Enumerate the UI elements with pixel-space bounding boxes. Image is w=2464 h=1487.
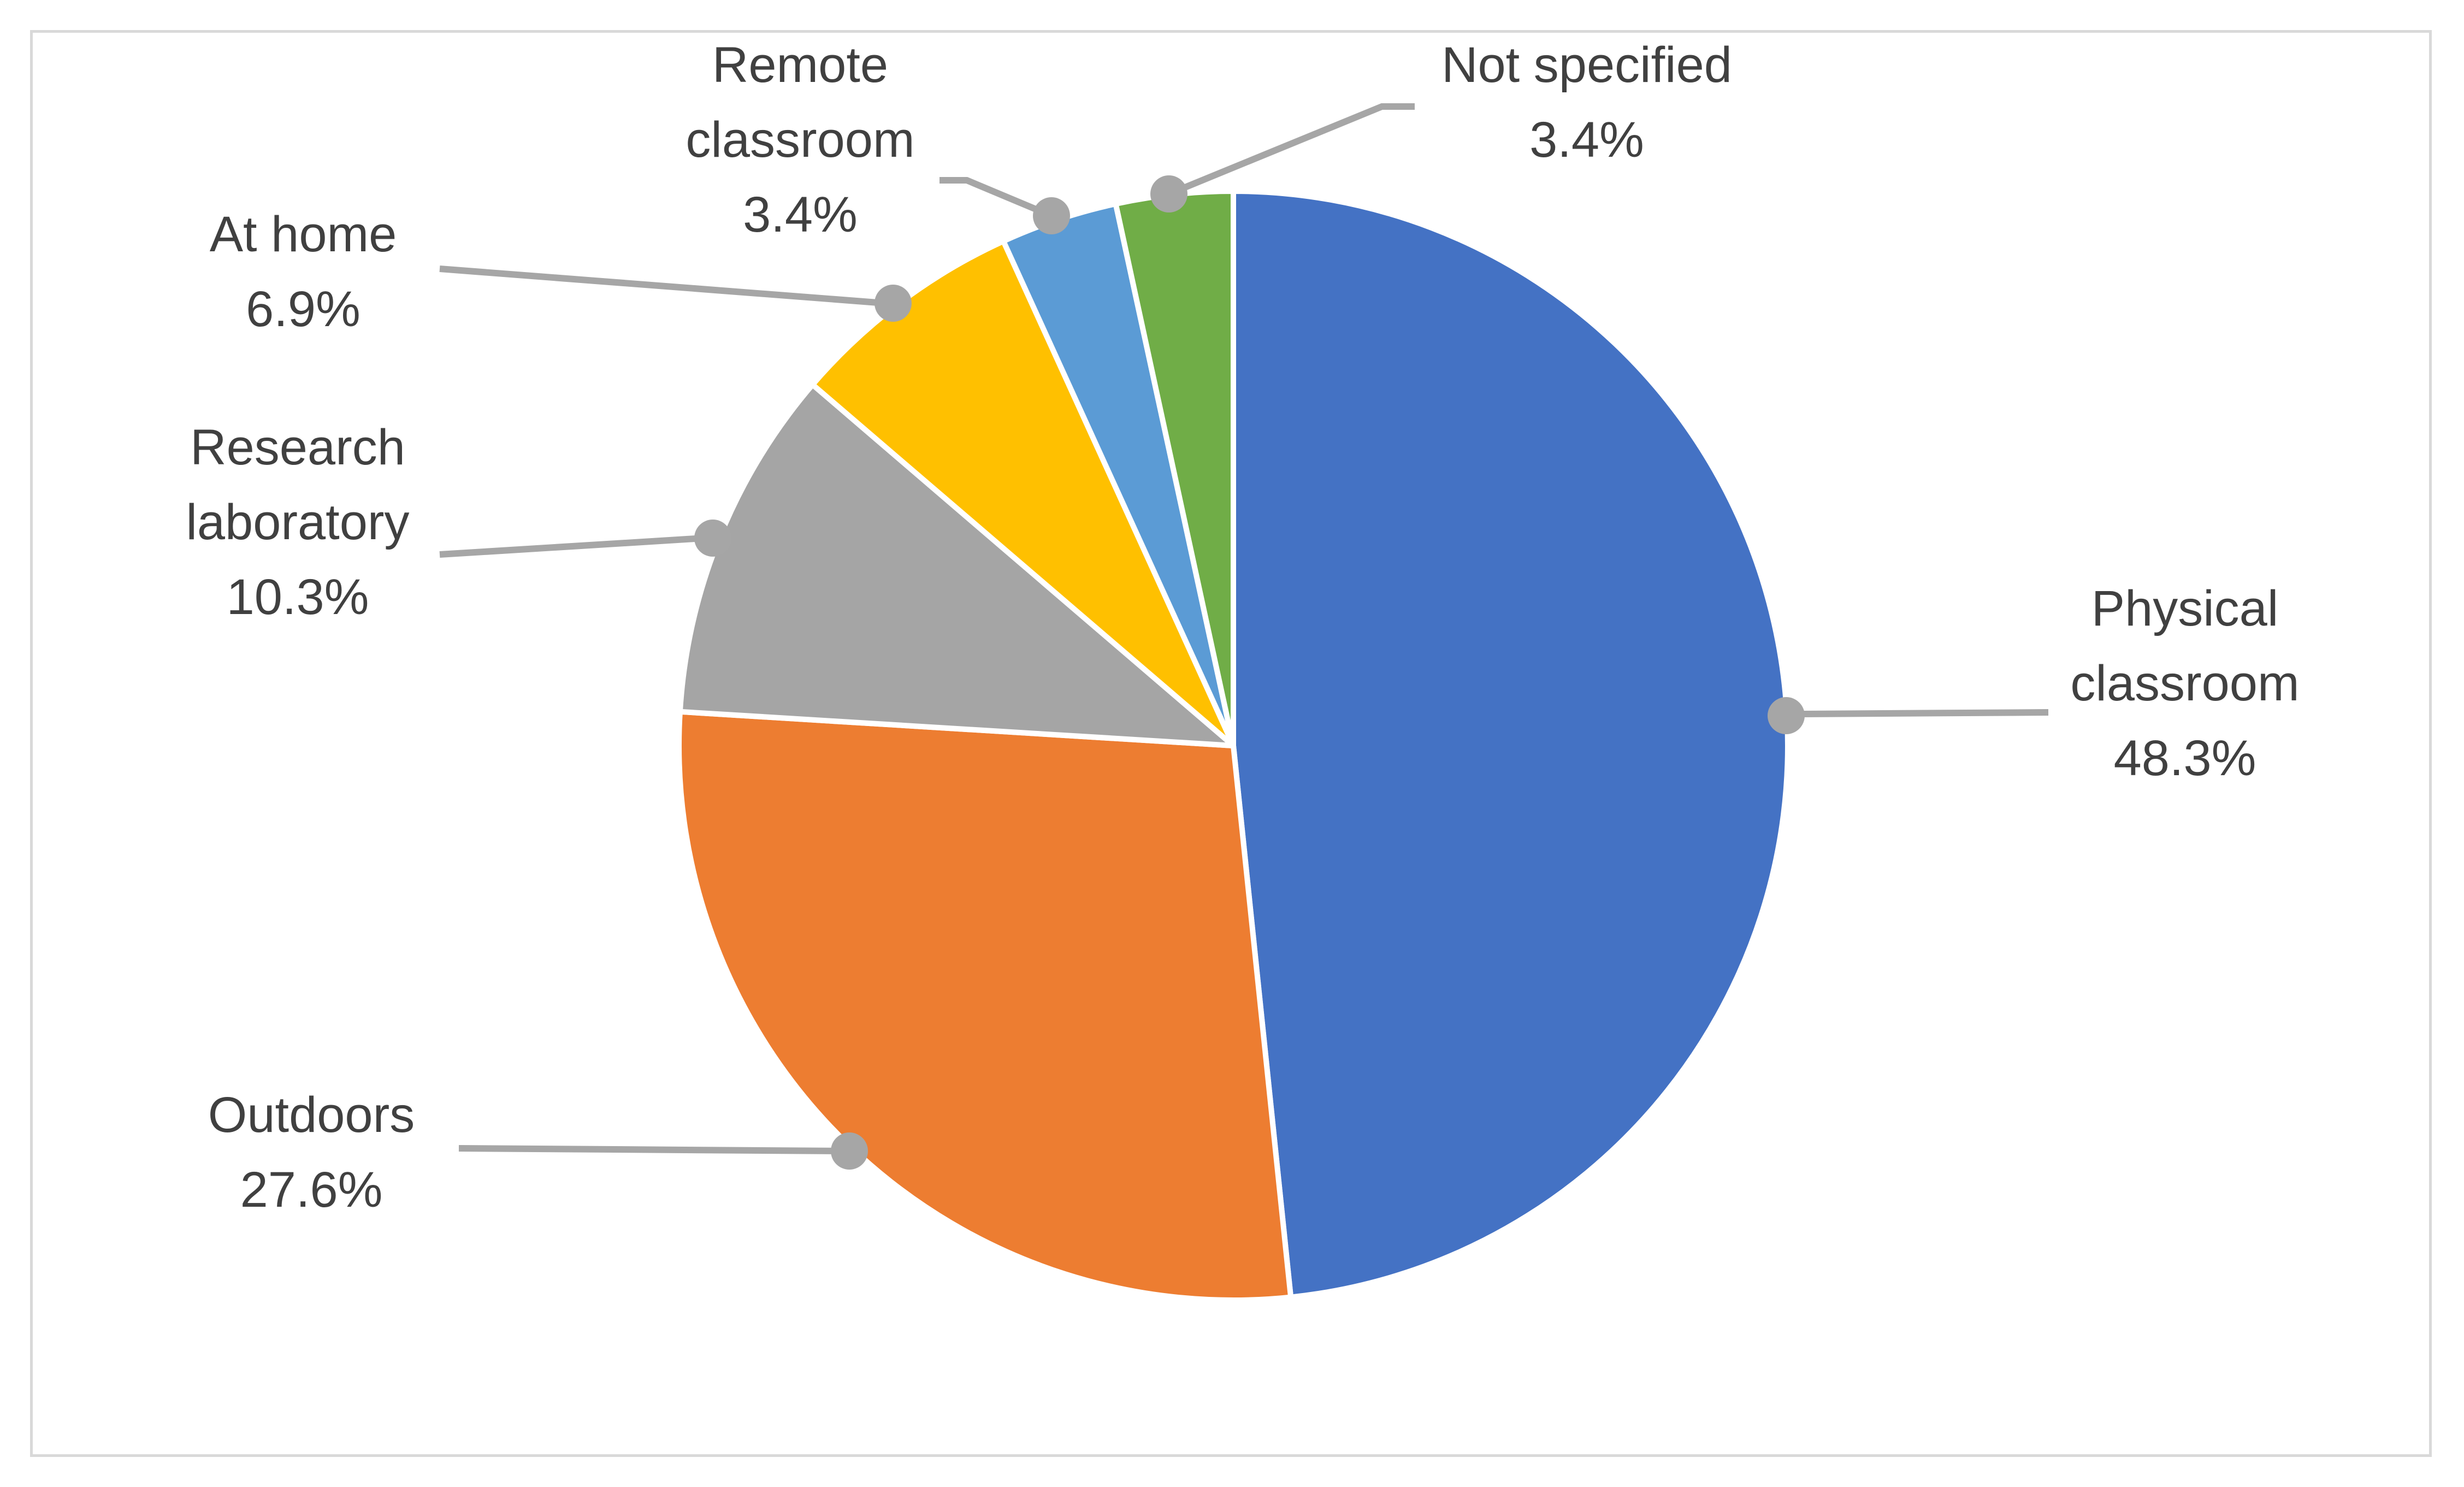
slice-category-text: Remote [712,37,888,93]
slice-value-text: 3.4% [743,187,858,243]
slice-value-text: 48.3% [2114,730,2256,786]
slice-category-text: Not specified [1441,37,1732,93]
leader-dot-6 [1150,175,1187,213]
leader-dot-4 [874,285,912,322]
slice-category-text: Physical [2091,581,2279,636]
leader-dot-2 [831,1132,868,1170]
slice-category-text: classroom [686,112,914,168]
leader-dot-5 [1033,197,1070,234]
leader-dot-1 [1768,697,1805,734]
pie-slice-2 [676,709,1294,1303]
slice-value-text: 6.9% [246,281,361,337]
slice-value-text: 10.3% [227,569,369,625]
slice-value-text: 27.6% [240,1162,383,1218]
leader-line-2 [458,1145,849,1154]
leader-line-3 [439,535,713,558]
leader-line-6 [1167,103,1415,197]
pie-slice-1 [1231,188,1791,1300]
slice-category-text: Outdoors [208,1087,415,1143]
slice-label-4: At home 6.9% [210,206,397,337]
slice-category-text: At home [210,206,397,262]
slice-category-text: laboratory [186,494,409,550]
slice-category-text: Research [190,420,405,475]
slice-label-1: Physical classroom 48.3% [2070,581,2299,786]
leader-line-4 [439,265,893,306]
leader-line-5 [939,177,1053,219]
leader-line-1 [1786,709,2049,719]
slice-label-5: Remote classroom 3.4% [686,37,914,243]
leader-dot-3 [694,520,731,557]
slice-value-text: 3.4% [1529,112,1644,168]
slice-category-text: classroom [2070,656,2299,711]
slice-label-3: Research laboratory 10.3% [186,420,409,625]
slice-label-2: Outdoors 27.6% [208,1087,415,1218]
slice-label-6: Not specified 3.4% [1441,37,1732,168]
